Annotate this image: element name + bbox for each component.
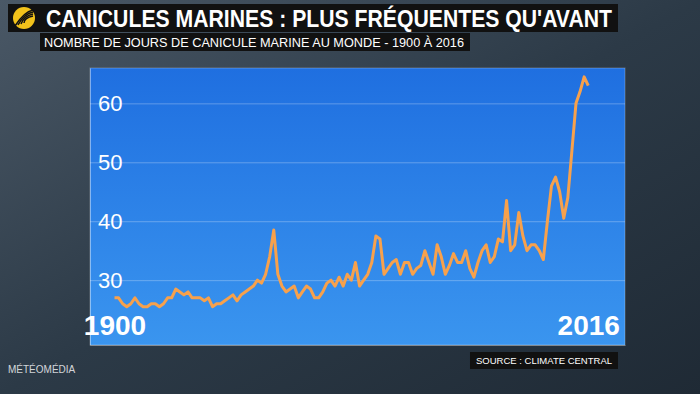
- y-tick: 60: [90, 91, 625, 116]
- x-tick: 2016: [558, 310, 620, 345]
- y-tick: 40: [90, 209, 625, 234]
- logo-box: [8, 4, 40, 32]
- subtitle-box: [40, 33, 470, 51]
- y-tick-label: 50: [98, 150, 122, 175]
- source: SOURCE : CLIMATE CENTRAL: [476, 355, 612, 366]
- credit: MÉTÉOMÉDIA: [8, 363, 76, 375]
- grid-line: [90, 162, 625, 163]
- background: [0, 0, 700, 394]
- y-tick-label: 30: [98, 268, 122, 293]
- logo-stripe: [18, 12, 33, 25]
- title: CANICULES MARINES : PLUS FRÉQUENTES QU'A…: [46, 5, 612, 32]
- y-tick-label: 40: [98, 209, 122, 234]
- plot-area: [90, 68, 625, 345]
- source-box: [470, 352, 618, 369]
- grid-line: [90, 103, 625, 104]
- y-axis-line: [90, 69, 91, 346]
- chart: CANICULES MARINES : PLUS FRÉQUENTES QU'A…: [0, 0, 700, 394]
- y-axis: 30 40 50 60: [90, 69, 625, 346]
- plot: [115, 77, 589, 307]
- x-axis-line: [91, 345, 626, 346]
- grid-line: [90, 221, 625, 222]
- x-tick: 1900: [84, 310, 146, 345]
- y-tick-label: 60: [98, 91, 122, 116]
- data-line: [115, 77, 589, 307]
- logo-circle: [13, 7, 35, 29]
- logo-stripe: [24, 16, 33, 23]
- y-tick: 50: [90, 150, 625, 175]
- subtitle: NOMBRE DE JOURS DE CANICULE MARINE AU MO…: [44, 35, 464, 50]
- x-axis: 1900 2016: [84, 310, 626, 346]
- logo-stripe: [21, 14, 33, 24]
- x-tick-label: 2016: [558, 310, 620, 341]
- title-box: [40, 4, 618, 32]
- x-tick-label: 1900: [84, 310, 146, 341]
- logo-stripe: [15, 10, 33, 26]
- logo: [8, 4, 40, 32]
